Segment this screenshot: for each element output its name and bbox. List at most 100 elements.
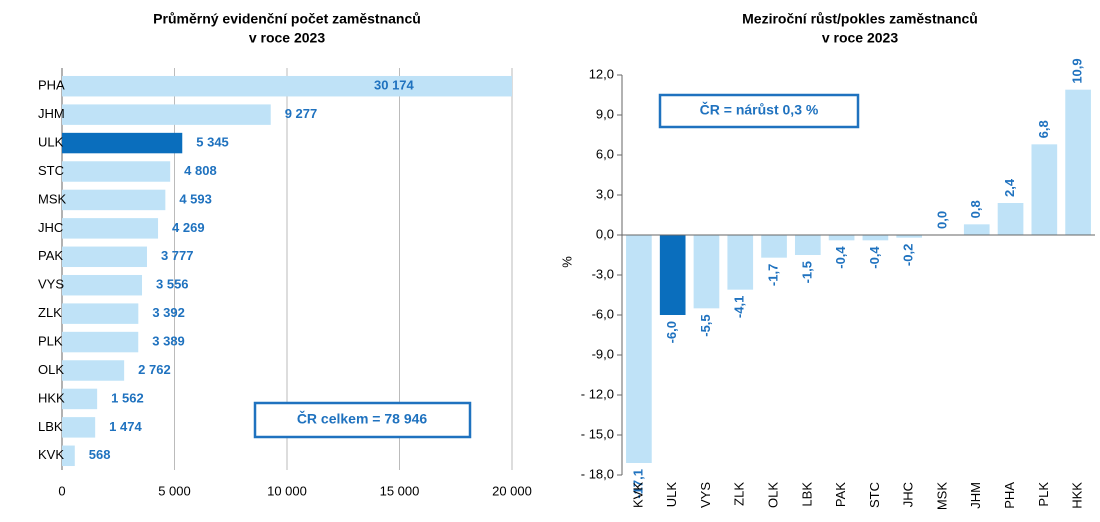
value-label: 4 808 xyxy=(184,163,217,178)
bar xyxy=(727,235,754,290)
value-label: 6,8 xyxy=(1036,120,1051,138)
value-label: -0,4 xyxy=(833,246,848,269)
value-label: 0,8 xyxy=(968,200,983,218)
value-label: -6,0 xyxy=(664,321,679,343)
x-tick-label: PHA xyxy=(1002,482,1017,509)
bar xyxy=(862,235,889,241)
bar xyxy=(659,235,686,315)
category-label: STC xyxy=(38,163,64,178)
bars xyxy=(62,75,512,467)
value-label: 10,9 xyxy=(1070,58,1085,83)
y-tick-label: - 12,0 xyxy=(581,386,614,401)
value-label: -1,7 xyxy=(765,264,780,286)
y-tick-label: 6,0 xyxy=(596,146,614,161)
value-label: -5,5 xyxy=(698,314,713,336)
bar xyxy=(62,303,139,324)
y-tick-label: - 15,0 xyxy=(581,426,614,441)
value-label: -4,1 xyxy=(732,296,747,318)
bar xyxy=(62,274,143,296)
chart-title: Průměrný evidenční počet zaměstnanců xyxy=(153,11,421,27)
bar xyxy=(896,235,923,238)
category-label: JHM xyxy=(38,106,65,121)
value-label: -0,2 xyxy=(901,244,916,266)
x-tick-label: VYS xyxy=(698,482,713,508)
category-label: ULK xyxy=(38,135,64,150)
category-label: LBK xyxy=(38,419,63,434)
x-tick-label: ULK xyxy=(664,482,679,508)
bar xyxy=(828,235,855,241)
category-label: MSK xyxy=(38,191,67,206)
value-label: 3 389 xyxy=(152,334,185,349)
value-label: 5 345 xyxy=(196,135,229,150)
bar xyxy=(693,235,720,309)
value-label: 2,4 xyxy=(1002,178,1017,197)
category-label: KVK xyxy=(38,447,64,462)
bar xyxy=(62,331,139,353)
bar xyxy=(1031,144,1058,235)
value-label: -1,5 xyxy=(799,261,814,283)
bar xyxy=(761,235,787,258)
category-label: PAK xyxy=(38,248,63,263)
value-label: 4 593 xyxy=(179,191,212,206)
x-tick-label: 15 000 xyxy=(380,483,420,498)
annotation: ČR celkem = 78 946 xyxy=(297,410,428,427)
bar xyxy=(62,104,271,125)
annotation-box xyxy=(658,93,860,129)
value-label: 3 777 xyxy=(161,248,194,263)
x-tick-label: 0 xyxy=(58,483,65,498)
value-label: 1 562 xyxy=(111,390,144,405)
bar xyxy=(62,161,171,182)
chart-title: v roce 2023 xyxy=(249,30,325,46)
y-tick-label: -6,0 xyxy=(592,306,614,321)
chart-title: v roce 2023 xyxy=(822,30,898,46)
bar xyxy=(62,132,183,154)
y-tick-label: - 18,0 xyxy=(581,466,614,481)
y-tick-label: 0,0 xyxy=(596,226,614,241)
x-tick-label: 10 000 xyxy=(267,483,307,498)
bar xyxy=(626,235,652,463)
category-label: PLK xyxy=(38,334,63,349)
x-tick-label: 5 000 xyxy=(158,483,191,498)
category-label: VYS xyxy=(38,277,64,292)
bar xyxy=(62,445,75,467)
x-tick-label: LBK xyxy=(799,482,814,507)
bar xyxy=(963,224,990,235)
value-label: -17,1 xyxy=(630,469,645,499)
x-tick-label: MSK xyxy=(934,482,949,511)
x-tick-label: ZLK xyxy=(732,482,747,506)
x-tick-label: 20 000 xyxy=(492,483,532,498)
annotation: ČR = nárůst 0,3 % xyxy=(700,101,819,118)
bar xyxy=(62,189,166,211)
x-tick-label: JHM xyxy=(968,482,983,509)
value-label: -0,4 xyxy=(867,246,882,269)
category-label: HKK xyxy=(38,390,65,405)
value-label: 9 277 xyxy=(285,106,318,121)
annotation-box xyxy=(253,401,472,439)
bar xyxy=(62,388,98,410)
x-tick-label: STC xyxy=(867,482,882,508)
category-label: ZLK xyxy=(38,305,62,320)
y-tick-label: -3,0 xyxy=(592,266,614,281)
x-tick-label: HKK xyxy=(1070,482,1085,509)
value-label: 2 762 xyxy=(138,362,171,377)
x-tick-label: JHC xyxy=(901,482,916,507)
y-tick-label: -9,0 xyxy=(592,346,614,361)
bar xyxy=(62,218,159,239)
y-tick-label: 12,0 xyxy=(589,66,614,81)
bar xyxy=(1065,89,1091,236)
value-label: 4 269 xyxy=(172,220,205,235)
category-label: JHC xyxy=(38,220,63,235)
bar xyxy=(62,360,125,381)
value-label: 30 174 xyxy=(374,78,415,93)
bar xyxy=(62,75,512,97)
value-label: 1 474 xyxy=(109,419,142,434)
value-label: 568 xyxy=(89,447,111,462)
x-tick-label: KVK xyxy=(630,482,645,508)
y-tick-label: 3,0 xyxy=(596,186,614,201)
value-label: 3 392 xyxy=(152,305,185,320)
bar xyxy=(62,417,96,438)
category-label: OLK xyxy=(38,362,64,377)
y-tick-label: 9,0 xyxy=(596,106,614,121)
x-tick-label: PLK xyxy=(1036,482,1051,507)
